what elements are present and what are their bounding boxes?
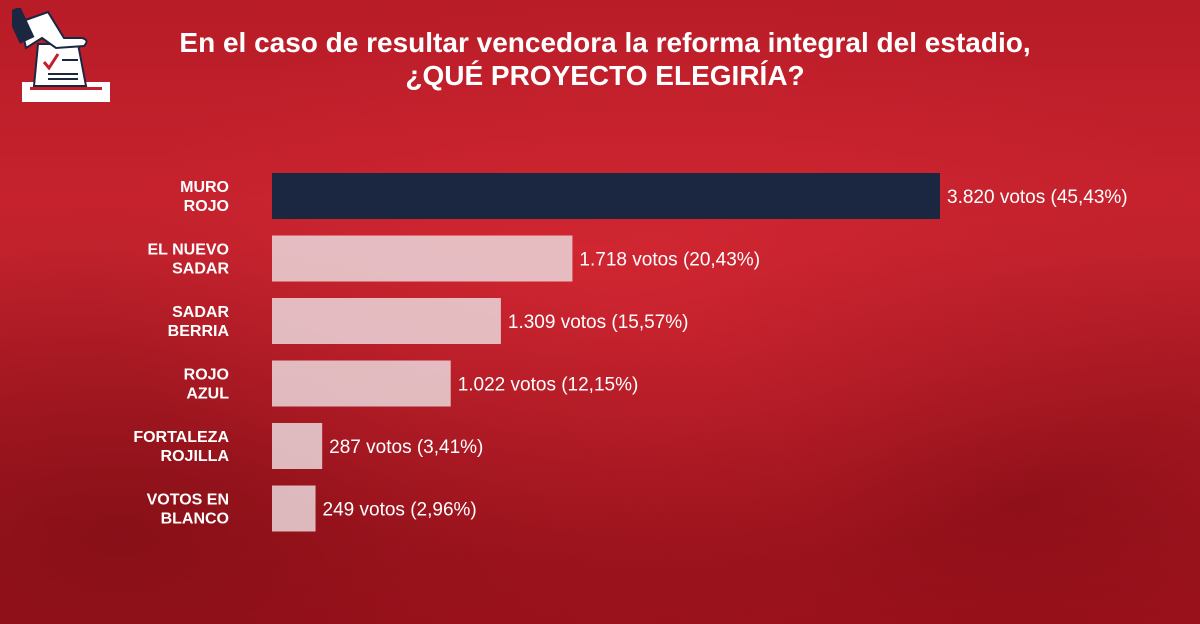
category-label-0-line-0: MURO bbox=[180, 179, 229, 196]
bar-2 bbox=[272, 298, 501, 344]
category-label-2-line-1: BERRIA bbox=[168, 323, 230, 340]
category-label-0: MURO ROJO bbox=[180, 179, 229, 215]
data-label-4: 287 votos (3,41%) bbox=[329, 437, 483, 458]
category-label-2: SADAR BERRIA bbox=[168, 304, 230, 340]
category-label-5: VOTOS EN BLANCO bbox=[147, 492, 229, 528]
data-label-3: 1.022 votos (12,15%) bbox=[458, 375, 639, 396]
category-label-2-line-0: SADAR bbox=[172, 304, 229, 321]
bar-4 bbox=[272, 423, 323, 469]
category-label-1-line-1: SADAR bbox=[172, 261, 229, 278]
category-label-4: FORTALEZA ROJILLA bbox=[133, 429, 229, 465]
category-label-5-line-1: BLANCO bbox=[161, 511, 229, 528]
data-label-1: 1.718 votos (20,43%) bbox=[579, 250, 760, 271]
chart-title-line-1: En el caso de resultar vencedora la refo… bbox=[179, 27, 1031, 58]
ballot-box-icon bbox=[12, 8, 110, 102]
category-label-4-line-1: ROJILLA bbox=[161, 448, 230, 465]
data-label-0: 3.820 votos (45,43%) bbox=[947, 187, 1128, 208]
bar-3 bbox=[272, 360, 451, 407]
bar-5 bbox=[272, 485, 316, 532]
category-label-1: EL NUEVO SADAR bbox=[148, 242, 230, 278]
data-label-2: 1.309 votos (15,57%) bbox=[508, 312, 689, 333]
category-label-1-line-0: EL NUEVO bbox=[148, 242, 230, 259]
chart-title: En el caso de resultar vencedora la refo… bbox=[120, 26, 1090, 92]
category-label-5-line-0: VOTOS EN bbox=[147, 492, 229, 509]
category-label-0-line-1: ROJO bbox=[184, 198, 229, 215]
bar-1 bbox=[272, 235, 573, 282]
category-label-4-line-0: FORTALEZA bbox=[133, 429, 229, 446]
category-label-3-line-1: AZUL bbox=[186, 386, 229, 403]
category-label-3: ROJO AZUL bbox=[184, 367, 230, 403]
chart-title-line-2: ¿QUÉ PROYECTO ELEGIRÍA? bbox=[405, 60, 805, 91]
category-label-3-line-0: ROJO bbox=[184, 367, 229, 384]
bar-0 bbox=[272, 173, 940, 219]
data-label-5: 249 votos (2,96%) bbox=[323, 500, 477, 521]
